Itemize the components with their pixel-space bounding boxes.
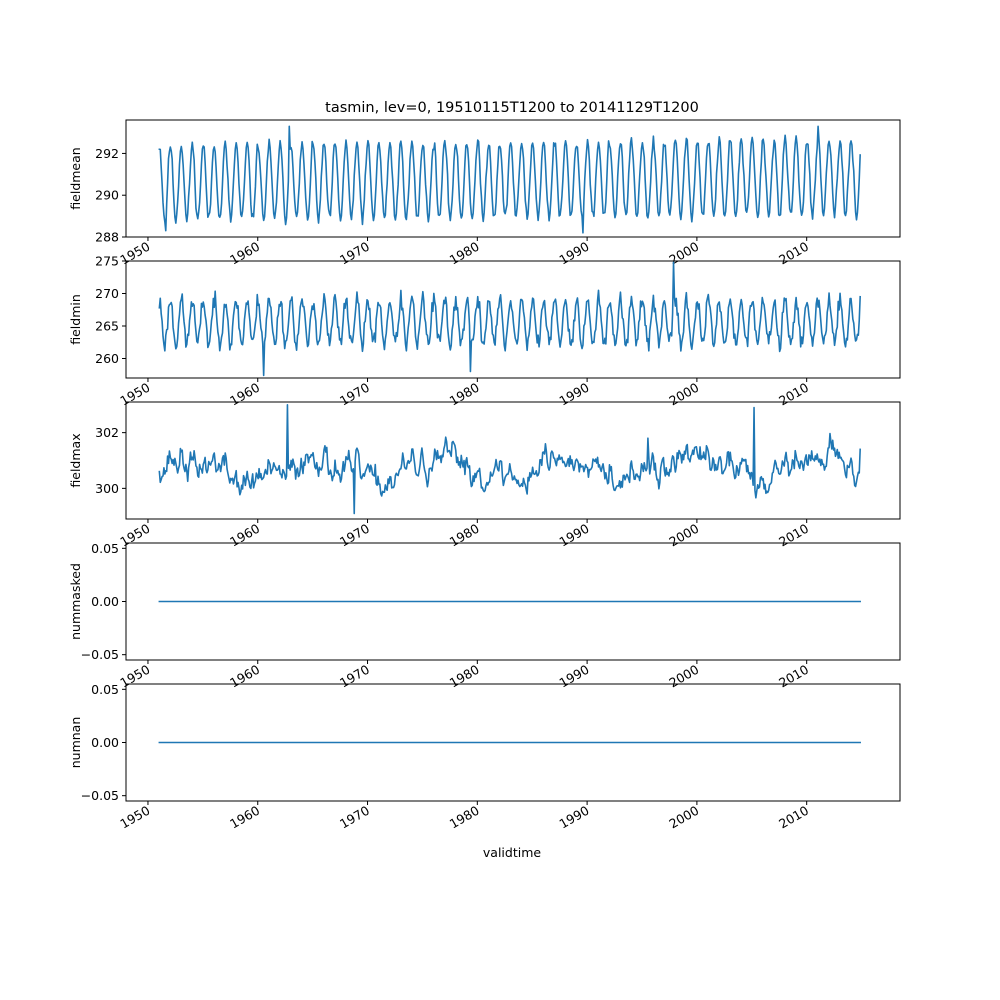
y-axis-label-fieldmin: fieldmin xyxy=(68,294,83,345)
series-line-fieldmax xyxy=(158,403,862,515)
y-tick-label-fieldmin: 270 xyxy=(95,286,119,301)
axes-frame-fieldmax xyxy=(125,401,901,520)
y-tick-label-numnan: 0.00 xyxy=(91,735,119,750)
y-axis-label-nummasked: nummasked xyxy=(68,563,83,640)
series-line-fieldmean xyxy=(158,125,862,234)
y-tick-label-fieldmin: 275 xyxy=(95,254,119,269)
y-tick-label-nummasked: 0.05 xyxy=(91,541,119,556)
y-tick-label-fieldmin: 260 xyxy=(95,351,119,366)
x-axis-label: validtime xyxy=(483,845,541,860)
y-tick-label-fieldmean: 292 xyxy=(95,146,119,161)
y-tick-label-nummasked: 0.00 xyxy=(91,594,119,609)
series-line-fieldmin xyxy=(158,261,862,377)
y-tick-label-fieldmax: 300 xyxy=(95,481,119,496)
y-axis-label-fieldmean: fieldmean xyxy=(68,147,83,209)
y-tick-label-numnan: −0.05 xyxy=(81,788,119,803)
y-tick-label-fieldmax: 302 xyxy=(95,425,119,440)
y-tick-label-fieldmin: 265 xyxy=(95,319,119,334)
y-tick-label-numnan: 0.05 xyxy=(91,682,119,697)
y-axis-label-numnan: numnan xyxy=(68,717,83,769)
y-tick-label-fieldmean: 290 xyxy=(95,188,119,203)
chart-title: tasmin, lev=0, 19510115T1200 to 20141129… xyxy=(325,100,699,116)
y-axis-label-fieldmax: fieldmax xyxy=(68,433,83,487)
axes-frame-fieldmean xyxy=(125,119,901,238)
axes-frame-fieldmin xyxy=(125,260,901,379)
y-tick-label-nummasked: −0.05 xyxy=(81,647,119,662)
y-tick-label-fieldmean: 288 xyxy=(95,230,119,245)
